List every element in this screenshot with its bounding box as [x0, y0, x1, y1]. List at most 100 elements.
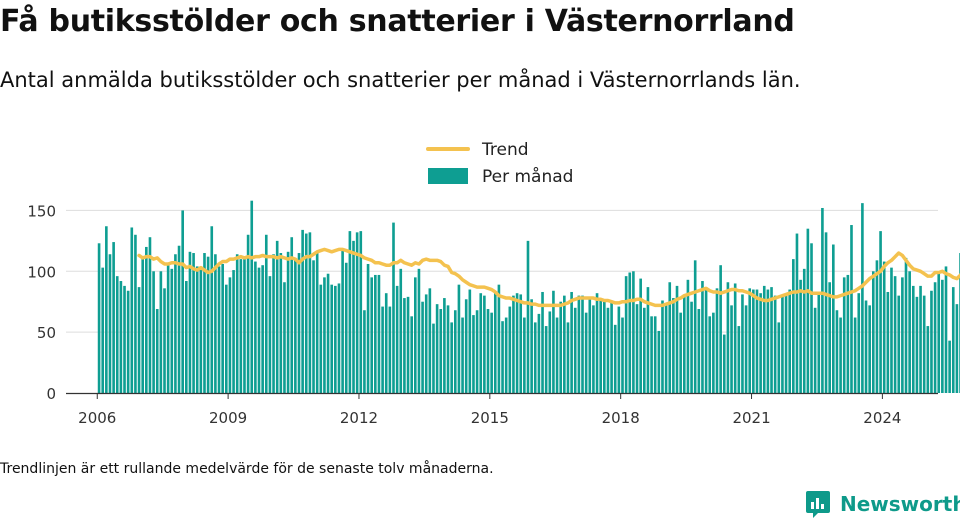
bar: [352, 240, 355, 393]
bar: [355, 232, 359, 393]
bar: [613, 324, 617, 393]
bar: [886, 291, 890, 393]
bar: [875, 260, 879, 393]
bar: [766, 289, 770, 393]
bar: [439, 309, 443, 393]
bar: [410, 316, 413, 393]
bar: [290, 237, 294, 393]
bar: [308, 232, 312, 393]
bar: [406, 296, 410, 393]
bar: [490, 312, 493, 393]
x-tick-label: 2015: [471, 409, 509, 427]
bar: [693, 260, 697, 393]
bar: [752, 289, 755, 393]
bar: [835, 310, 839, 393]
bar: [552, 290, 555, 393]
bar: [930, 290, 933, 393]
bar: [523, 317, 526, 393]
bar: [624, 276, 628, 393]
x-axis: 2006 2009 2012 2015 2018 2021 2024: [78, 393, 901, 427]
bar: [323, 277, 326, 393]
bar: [286, 251, 290, 393]
bar: [657, 330, 661, 393]
bar: [570, 291, 573, 393]
bar: [603, 299, 606, 393]
bar: [686, 279, 690, 393]
bar: [257, 267, 261, 393]
bar: [911, 285, 915, 393]
bar: [901, 277, 904, 393]
bar: [479, 293, 483, 393]
brand-name: Newsworthy: [840, 492, 960, 516]
bar: [824, 232, 828, 393]
bar: [261, 265, 264, 393]
bar: [243, 259, 246, 393]
y-tick-label: 0: [46, 385, 56, 403]
bar: [762, 285, 766, 393]
bar: [548, 311, 552, 393]
bar: [788, 289, 792, 393]
bar: [497, 284, 501, 393]
bar: [206, 256, 210, 393]
bar: [646, 287, 650, 393]
bar: [450, 322, 453, 393]
bar: [737, 326, 741, 393]
bar: [890, 267, 893, 393]
bar: [428, 288, 432, 393]
bar: [381, 306, 384, 393]
bar: [635, 304, 639, 393]
legend-label-trend: Trend: [481, 140, 529, 160]
bar: [145, 246, 148, 393]
bar: [188, 251, 192, 393]
bar: [773, 295, 777, 393]
bar: [268, 276, 272, 393]
bar: [101, 267, 105, 393]
bar: [334, 285, 337, 393]
bar: [130, 227, 134, 393]
bar: [301, 229, 304, 393]
bar: [806, 228, 810, 393]
bar: [392, 222, 395, 393]
bar: [955, 304, 959, 393]
bar: [853, 317, 857, 393]
bar: [672, 298, 675, 393]
bar: [403, 298, 406, 393]
legend-label-per-manad: Per månad: [482, 166, 573, 187]
bar: [170, 268, 174, 393]
bar: [581, 295, 584, 393]
bar: [468, 289, 472, 393]
bar: [533, 322, 537, 393]
trend-series: [137, 247, 960, 308]
bar: [472, 315, 475, 393]
bar: [726, 282, 730, 393]
bar: [675, 285, 679, 393]
bar: [573, 307, 577, 393]
bar: [199, 267, 203, 393]
bar: [741, 294, 744, 393]
bar: [239, 259, 243, 393]
bar: [319, 284, 323, 393]
bar: [493, 293, 497, 393]
bar: [653, 316, 657, 393]
legend: Trend Per månad: [426, 140, 573, 187]
bar: [217, 266, 221, 393]
bar: [708, 316, 712, 393]
bar: [544, 326, 548, 393]
bar: [177, 245, 181, 393]
bar: [464, 299, 468, 393]
bar: [679, 312, 682, 393]
bar: [515, 293, 519, 393]
bar: [915, 296, 919, 393]
bar: [755, 289, 759, 393]
bar: [148, 237, 152, 393]
bar: [341, 249, 344, 393]
bar: [628, 272, 632, 393]
y-tick-label: 150: [27, 202, 56, 220]
bar: [850, 225, 853, 393]
bar: [417, 268, 421, 393]
y-axis: 0 50 100 150: [27, 202, 56, 403]
bar: [759, 293, 762, 393]
bar: [246, 234, 250, 393]
bar: [541, 291, 544, 393]
bar: [595, 293, 599, 393]
